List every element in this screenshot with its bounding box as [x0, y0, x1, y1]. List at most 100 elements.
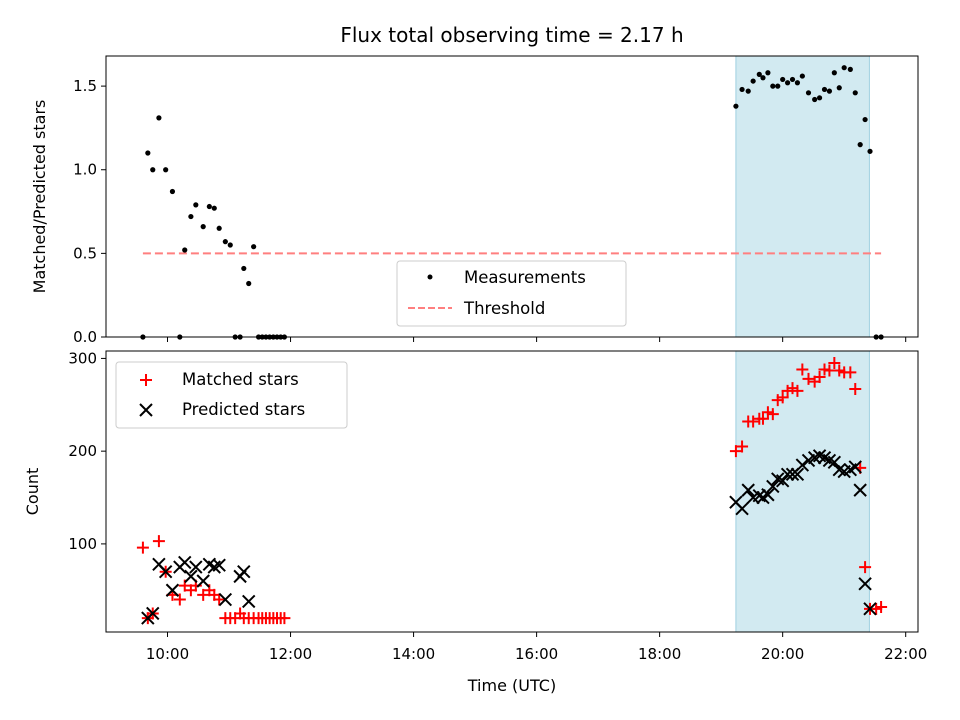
matched-star-point — [859, 561, 872, 574]
predicted-star-point — [795, 458, 810, 472]
measurement-point — [821, 86, 828, 93]
count-y-axis-label: Count — [23, 468, 42, 516]
count-y-tick-label: 100 — [68, 535, 97, 553]
measurement-point — [805, 90, 812, 96]
measurement-point — [867, 148, 873, 154]
matched-star-point — [152, 535, 165, 548]
legend-predicted-label: Predicted stars — [182, 400, 305, 419]
measurement-point — [862, 116, 868, 123]
predicted-star-point — [218, 592, 233, 607]
legend-predicted-marker — [139, 403, 153, 417]
measurement-point — [780, 76, 786, 83]
matched-star-point — [278, 612, 291, 625]
measurement-point — [794, 80, 801, 86]
matched-star-point — [213, 593, 226, 606]
matched-star-point — [729, 445, 742, 458]
count-y-tick-label: 300 — [68, 349, 97, 367]
predicted-star-point — [761, 488, 775, 502]
predicted-star-point — [735, 501, 749, 516]
measurement-point — [241, 265, 247, 272]
count-y-tick-label: 200 — [68, 442, 97, 460]
measurement-point — [200, 224, 206, 230]
predicted-star-point — [237, 565, 251, 579]
measurement-point — [770, 83, 776, 89]
predicted-star-point — [146, 606, 160, 621]
measurement-point — [784, 80, 791, 86]
matched-star-point — [736, 440, 749, 453]
predicted-star-point — [184, 569, 198, 584]
matched-stars-series — [136, 357, 888, 625]
ratio-legend-box — [396, 260, 627, 327]
matched-star-point — [173, 593, 186, 606]
ratio-y-tick-label: 1.0 — [73, 161, 97, 179]
x-tick-label: 10:00 — [146, 645, 189, 663]
matched-star-point — [844, 366, 857, 379]
measurement-point — [169, 188, 176, 195]
measurement-point — [836, 85, 842, 91]
measurement-point — [775, 83, 781, 89]
x-tick-label: 16:00 — [515, 645, 558, 663]
measurement-point — [150, 167, 156, 173]
measurement-point — [188, 213, 194, 220]
count-legend-box — [115, 361, 348, 429]
measurement-point — [211, 205, 217, 211]
x-tick-label: 20:00 — [761, 645, 804, 663]
count-legend: Matched stars Predicted stars — [115, 361, 348, 429]
predicted-star-point — [196, 574, 210, 588]
measurement-point — [182, 247, 188, 253]
measurement-point — [765, 70, 771, 76]
measurement-point — [812, 96, 818, 103]
chart-title: Flux total observing time = 2.17 h — [340, 23, 683, 47]
predicted-star-point — [848, 460, 862, 474]
measurement-point — [799, 73, 805, 79]
predicted-stars-series — [141, 449, 877, 625]
legend-threshold-label: Threshold — [463, 299, 545, 318]
matched-star-point — [747, 415, 760, 428]
legend-measurements-marker — [427, 274, 433, 280]
matched-star-point — [802, 372, 815, 385]
predicted-star-point — [766, 479, 780, 494]
legend-matched-plus — [140, 374, 152, 386]
predicted-star-point — [790, 467, 805, 482]
matched-star-point — [828, 357, 841, 370]
predicted-star-point — [780, 467, 795, 482]
observing-window-span — [735, 55, 870, 338]
measurement-point — [826, 88, 833, 94]
measurement-point — [760, 75, 766, 81]
matched-star-point — [776, 391, 789, 404]
x-tick-label: 14:00 — [392, 645, 435, 663]
matched-star-point — [766, 408, 779, 421]
measurement-point — [227, 242, 233, 248]
matched-star-point — [197, 588, 210, 601]
measurement-point — [145, 150, 151, 156]
ratio-y-tick-label: 0.0 — [73, 328, 97, 346]
x-axis-label: Time (UTC) — [467, 676, 556, 695]
matched-star-point — [136, 541, 149, 554]
measurement-point — [193, 202, 199, 208]
ratio-legend: Measurements Threshold — [396, 260, 627, 327]
matched-star-point — [791, 384, 804, 397]
measurement-point — [156, 115, 162, 121]
ratio-y-tick-label: 1.5 — [73, 77, 97, 95]
legend-measurements-label: Measurements — [464, 268, 586, 287]
measurement-point — [251, 244, 257, 250]
count-panel: 100 200 300 10:00 12:00 14:00 16:00 18:00 20:00… — [23, 349, 927, 695]
legend-predicted-x — [139, 403, 153, 417]
legend-matched-marker — [140, 374, 152, 386]
predicted-star-point — [158, 565, 173, 579]
predicted-star-point — [212, 558, 226, 572]
measurement-point — [163, 167, 169, 173]
ratio-y-tick-label: 0.5 — [73, 244, 97, 262]
predicted-star-point — [189, 560, 203, 574]
ratio-y-axis-label: Matched/Predicted stars — [30, 100, 49, 294]
measurement-point — [739, 86, 745, 93]
predicted-star-point — [858, 577, 872, 591]
predicted-star-point — [242, 594, 256, 609]
measurement-point — [857, 142, 863, 148]
matched-star-point — [875, 600, 888, 613]
measurement-point — [841, 65, 847, 71]
measurement-point — [216, 225, 222, 231]
measurement-point — [756, 71, 762, 77]
matched-star-point — [813, 370, 826, 383]
